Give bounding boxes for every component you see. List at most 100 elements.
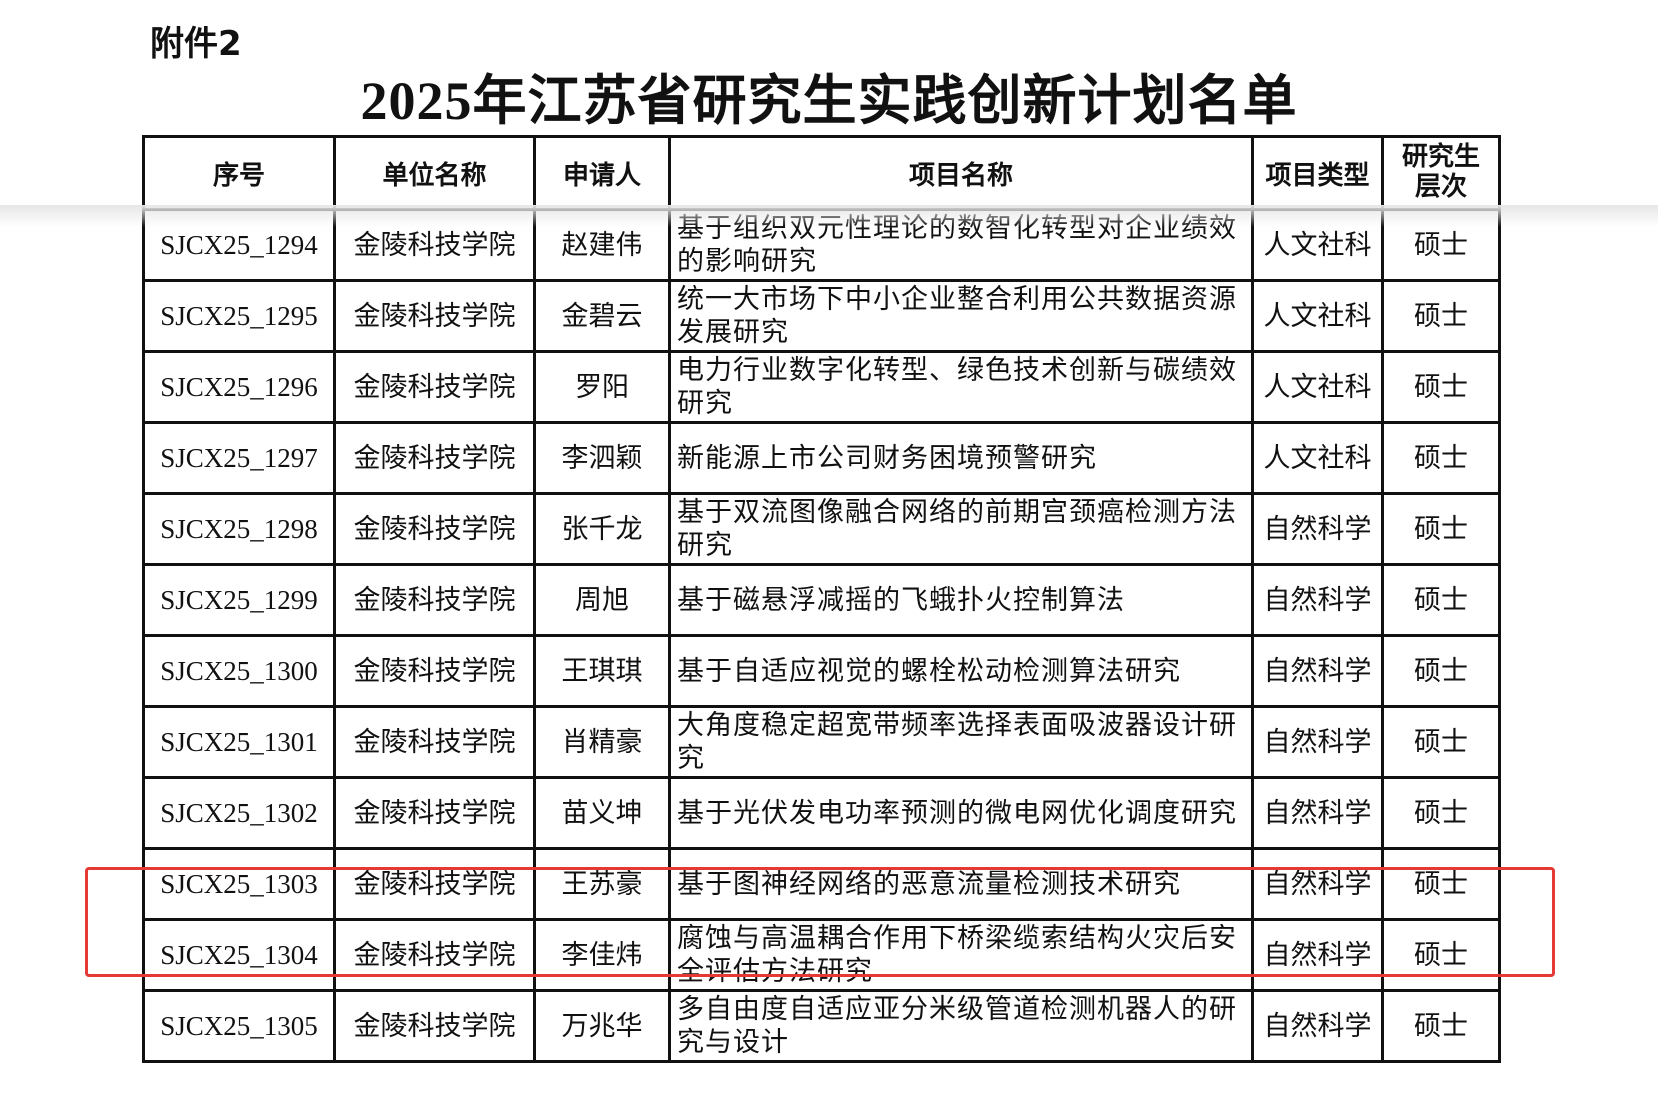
column-header: 单位名称 (333, 135, 536, 211)
column-header: 研究生层次 (1381, 135, 1501, 211)
table-cell: SJCX25_1300 (142, 634, 336, 708)
table-row: SJCX25_1303 金陵科技学院 王苏豪 基于图神经网络的恶意流量检测技术研究 自然… (142, 847, 1501, 921)
table-cell: 基于双流图像融合网络的前期宫颈癌检测方法研究 (668, 492, 1254, 566)
table-cell: 王琪琪 (533, 634, 671, 708)
document-title: 2025年江苏省研究生实践创新计划名单 (360, 71, 1298, 131)
table-cell: 苗义坤 (533, 776, 671, 850)
table-body: SJCX25_1294 金陵科技学院 赵建伟 基于组织双元性理论的数智化转型对企业绩效… (142, 208, 1501, 1063)
table-row: SJCX25_1297 金陵科技学院 李泗颖 新能源上市公司财务困境预警研究 人文社科硕… (142, 421, 1501, 495)
table-cell: 基于图神经网络的恶意流量检测技术研究 (668, 847, 1254, 921)
table-cell: 硕士 (1381, 563, 1501, 637)
table-cell: SJCX25_1298 (142, 492, 336, 566)
table-row: SJCX25_1300 金陵科技学院 王琪琪 基于自适应视觉的螺栓松动检测算法研究 自然… (142, 634, 1501, 708)
column-header: 项目类型 (1251, 135, 1384, 211)
column-header-text: 单位名称 (382, 160, 487, 191)
table-cell: 李泗颖 (533, 421, 671, 495)
table-cell: 统一大市场下中小企业整合利用公共数据资源发展研究 (668, 279, 1254, 353)
table-cell: 金陵科技学院 (333, 350, 536, 424)
column-header-text: 申请人 (562, 160, 641, 191)
table-cell: 万兆华 (533, 989, 671, 1063)
table-cell: 人文社科 (1251, 421, 1384, 495)
table-cell: 人文社科 (1251, 208, 1384, 282)
table-cell: 自然科学 (1251, 563, 1384, 637)
table-cell: 自然科学 (1251, 705, 1384, 779)
table-cell: 硕士 (1381, 634, 1501, 708)
table-cell: 多自由度自适应亚分米级管道检测机器人的研究与设计 (668, 989, 1254, 1063)
table-cell: SJCX25_1302 (142, 776, 336, 850)
table-cell: 罗阳 (533, 350, 671, 424)
column-header-text: 项目类型 (1265, 160, 1370, 191)
table-cell: 金陵科技学院 (333, 847, 536, 921)
table-cell: SJCX25_1295 (142, 279, 336, 353)
table-cell: 硕士 (1381, 705, 1501, 779)
table-row: SJCX25_1304 金陵科技学院 李佳炜 腐蚀与高温耦合作用下桥梁缆索结构火灾后安… (142, 918, 1501, 992)
table-cell: SJCX25_1297 (142, 421, 336, 495)
table-cell: SJCX25_1294 (142, 208, 336, 282)
table-cell: 金陵科技学院 (333, 563, 536, 637)
table-cell: 硕士 (1381, 279, 1501, 353)
column-header: 申请人 (533, 135, 671, 211)
table-cell: 金陵科技学院 (333, 634, 536, 708)
table-cell: 王苏豪 (533, 847, 671, 921)
table-row: SJCX25_1302 金陵科技学院 苗义坤 基于光伏发电功率预测的微电网优化调度研究… (142, 776, 1501, 850)
table-cell: 张千龙 (533, 492, 671, 566)
table-cell: 金陵科技学院 (333, 776, 536, 850)
table-cell: 李佳炜 (533, 918, 671, 992)
table-cell: 基于磁悬浮减摇的飞蛾扑火控制算法 (668, 563, 1254, 637)
table-row: SJCX25_1295 金陵科技学院 金碧云 统一大市场下中小企业整合利用公共数据资源… (142, 279, 1501, 353)
table-cell: SJCX25_1305 (142, 989, 336, 1063)
table-cell: 金陵科技学院 (333, 279, 536, 353)
table-row: SJCX25_1305 金陵科技学院 万兆华 多自由度自适应亚分米级管道检测机器人的研… (142, 989, 1501, 1063)
table-cell: 金陵科技学院 (333, 492, 536, 566)
table-cell: SJCX25_1299 (142, 563, 336, 637)
table-cell: 自然科学 (1251, 634, 1384, 708)
table-cell: SJCX25_1296 (142, 350, 336, 424)
table-cell: 基于自适应视觉的螺栓松动检测算法研究 (668, 634, 1254, 708)
table-cell: 基于组织双元性理论的数智化转型对企业绩效的影响研究 (668, 208, 1254, 282)
table-row: SJCX25_1301 金陵科技学院 肖精豪 大角度稳定超宽带频率选择表面吸波器设计研… (142, 705, 1501, 779)
table-cell: 金陵科技学院 (333, 705, 536, 779)
column-header-text: 序号 (212, 160, 265, 191)
table-cell: SJCX25_1301 (142, 705, 336, 779)
table-cell: 硕士 (1381, 492, 1501, 566)
table-cell: 基于光伏发电功率预测的微电网优化调度研究 (668, 776, 1254, 850)
attachment-label: 附件2 (150, 24, 242, 64)
table-cell: SJCX25_1304 (142, 918, 336, 992)
table-row: SJCX25_1296 金陵科技学院 罗阳 电力行业数字化转型、绿色技术创新与碳绩效研… (142, 350, 1501, 424)
table-cell: 赵建伟 (533, 208, 671, 282)
table-cell: SJCX25_1303 (142, 847, 336, 921)
table-row: SJCX25_1298 金陵科技学院 张千龙 基于双流图像融合网络的前期宫颈癌检测方法… (142, 492, 1501, 566)
table-cell: 人文社科 (1251, 350, 1384, 424)
column-header-text: 研究生层次 (1401, 142, 1480, 202)
column-header: 序号 (142, 135, 336, 211)
table-cell: 金碧云 (533, 279, 671, 353)
table-cell: 硕士 (1381, 421, 1501, 495)
table-row: SJCX25_1294 金陵科技学院 赵建伟 基于组织双元性理论的数智化转型对企业绩效… (142, 208, 1501, 282)
table-cell: 周旭 (533, 563, 671, 637)
table-cell: 自然科学 (1251, 989, 1384, 1063)
table-cell: 硕士 (1381, 350, 1501, 424)
table-cell: 电力行业数字化转型、绿色技术创新与碳绩效研究 (668, 350, 1254, 424)
table-row: SJCX25_1299 金陵科技学院 周旭 基于磁悬浮减摇的飞蛾扑火控制算法 自然科学硕… (142, 563, 1501, 637)
table-cell: 自然科学 (1251, 918, 1384, 992)
table-cell: 自然科学 (1251, 492, 1384, 566)
table-cell: 大角度稳定超宽带频率选择表面吸波器设计研究 (668, 705, 1254, 779)
table-cell: 金陵科技学院 (333, 918, 536, 992)
list-table: 序号 单位名称 申请人 项目名称 项目类型 研究生层次 SJCX25_1294 金陵科技学院… (142, 135, 1501, 1063)
table-cell: 新能源上市公司财务困境预警研究 (668, 421, 1254, 495)
table-cell: 人文社科 (1251, 279, 1384, 353)
column-header: 项目名称 (668, 135, 1254, 211)
table-cell: 硕士 (1381, 918, 1501, 992)
table-cell: 硕士 (1381, 208, 1501, 282)
header-row: 序号 单位名称 申请人 项目名称 项目类型 研究生层次 (142, 135, 1501, 211)
table-cell: 自然科学 (1251, 776, 1384, 850)
table-cell: 硕士 (1381, 776, 1501, 850)
table-cell: 腐蚀与高温耦合作用下桥梁缆索结构火灾后安全评估方法研究 (668, 918, 1254, 992)
column-header-text: 项目名称 (908, 160, 1013, 191)
table-cell: 金陵科技学院 (333, 989, 536, 1063)
table-cell: 自然科学 (1251, 847, 1384, 921)
table-cell: 硕士 (1381, 847, 1501, 921)
table-cell: 肖精豪 (533, 705, 671, 779)
table-cell: 硕士 (1381, 989, 1501, 1063)
